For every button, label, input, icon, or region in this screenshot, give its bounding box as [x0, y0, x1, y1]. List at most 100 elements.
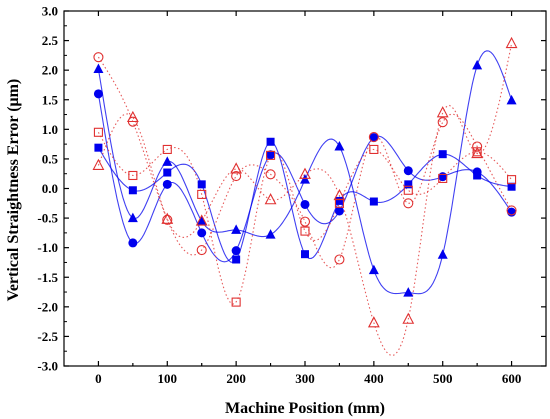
data-point: [404, 180, 413, 189]
data-point: [471, 146, 484, 159]
data-point: [333, 188, 346, 201]
data-point: [506, 94, 517, 105]
data-point: [128, 170, 138, 181]
data-point: [93, 52, 104, 63]
data-point: [128, 238, 138, 248]
data-point: [196, 215, 207, 226]
x-tick-label: 200: [226, 371, 246, 386]
data-point: [403, 198, 414, 209]
y-axis-label: Vertical Straightness Error (μm): [5, 79, 22, 302]
data-point: [126, 110, 139, 123]
data-point: [94, 143, 103, 152]
data-point: [162, 179, 172, 189]
data-point: [231, 246, 241, 256]
data-point: [93, 127, 103, 137]
data-point: [161, 212, 174, 224]
data-point: [369, 133, 379, 143]
x-axis-label: Machine Position (mm): [225, 400, 385, 417]
data-point: [197, 180, 206, 189]
data-point: [231, 171, 242, 182]
data-point: [232, 255, 241, 264]
x-tick-label: 300: [295, 371, 315, 386]
data-point: [437, 249, 448, 259]
data-point: [472, 167, 482, 177]
y-tick-label: -1.0: [37, 240, 58, 255]
x-tick-label: 500: [433, 371, 453, 386]
data-point: [127, 212, 138, 223]
y-tick-label: -1.5: [37, 270, 58, 285]
data-point: [266, 150, 276, 160]
data-point: [93, 89, 103, 99]
data-point: [196, 244, 207, 256]
data-points: [92, 36, 518, 328]
data-point: [438, 172, 448, 182]
data-point: [368, 264, 379, 275]
data-point: [403, 185, 413, 195]
series-fit-line: [97, 56, 513, 269]
y-tick-label: 2.0: [42, 63, 58, 78]
data-point: [162, 144, 172, 154]
data-point: [402, 312, 415, 324]
y-tick-label: 0.0: [42, 181, 58, 196]
data-point: [507, 182, 516, 191]
data-point: [334, 254, 345, 265]
x-tick-label: 100: [158, 371, 178, 386]
y-tick-label: 3.0: [42, 4, 58, 19]
y-tick-label: 1.0: [42, 122, 58, 137]
data-point: [436, 106, 449, 118]
data-point: [195, 214, 208, 226]
data-point: [472, 59, 483, 70]
data-point: [301, 250, 309, 259]
data-point: [438, 150, 447, 159]
data-point: [403, 166, 413, 176]
data-point: [472, 141, 483, 152]
data-point: [162, 156, 173, 166]
x-tick-label: 0: [95, 371, 102, 386]
data-point: [300, 174, 310, 184]
data-point: [299, 216, 311, 227]
y-tick-label: -0.5: [37, 211, 58, 226]
data-point: [505, 36, 518, 49]
data-point: [266, 150, 276, 160]
y-tick-label: -2.0: [37, 299, 58, 314]
data-point: [265, 169, 276, 180]
data-point: [403, 287, 414, 297]
data-point: [437, 117, 448, 128]
x-tick-label: 600: [502, 371, 522, 386]
y-tick-label: 2.5: [42, 33, 59, 48]
data-point: [197, 189, 207, 199]
y-tick-label: -2.5: [37, 329, 58, 344]
x-tick-label: 400: [364, 371, 384, 386]
y-tick-label: 0.5: [42, 151, 59, 166]
data-point: [266, 137, 275, 146]
data-point: [438, 173, 448, 183]
data-point: [299, 167, 311, 179]
data-point: [92, 158, 105, 170]
data-point: [163, 168, 172, 177]
data-point: [507, 175, 517, 185]
data-point: [265, 229, 276, 239]
data-point: [369, 144, 379, 154]
data-point: [369, 197, 378, 206]
fit-curves: [97, 43, 513, 357]
data-point: [300, 199, 310, 209]
data-point: [367, 316, 380, 328]
data-point: [506, 205, 517, 216]
axis-ticks: 0 100 200 300 400 500 600 -3.0 -2.5 -2.0 -1.5 -1.0 -…: [37, 4, 546, 386]
data-point: [128, 186, 137, 195]
data-point: [231, 224, 242, 234]
data-point: [335, 196, 344, 205]
data-point: [264, 193, 277, 205]
data-point: [231, 297, 241, 307]
data-point: [197, 228, 207, 238]
data-point: [368, 131, 379, 143]
y-tick-label: -3.0: [37, 359, 58, 374]
data-point: [93, 63, 104, 73]
y-tick-label: 1.5: [42, 92, 59, 107]
data-point: [230, 162, 243, 174]
data-point: [334, 140, 345, 151]
data-point: [162, 214, 173, 225]
data-point: [300, 226, 310, 236]
data-point: [334, 206, 344, 216]
